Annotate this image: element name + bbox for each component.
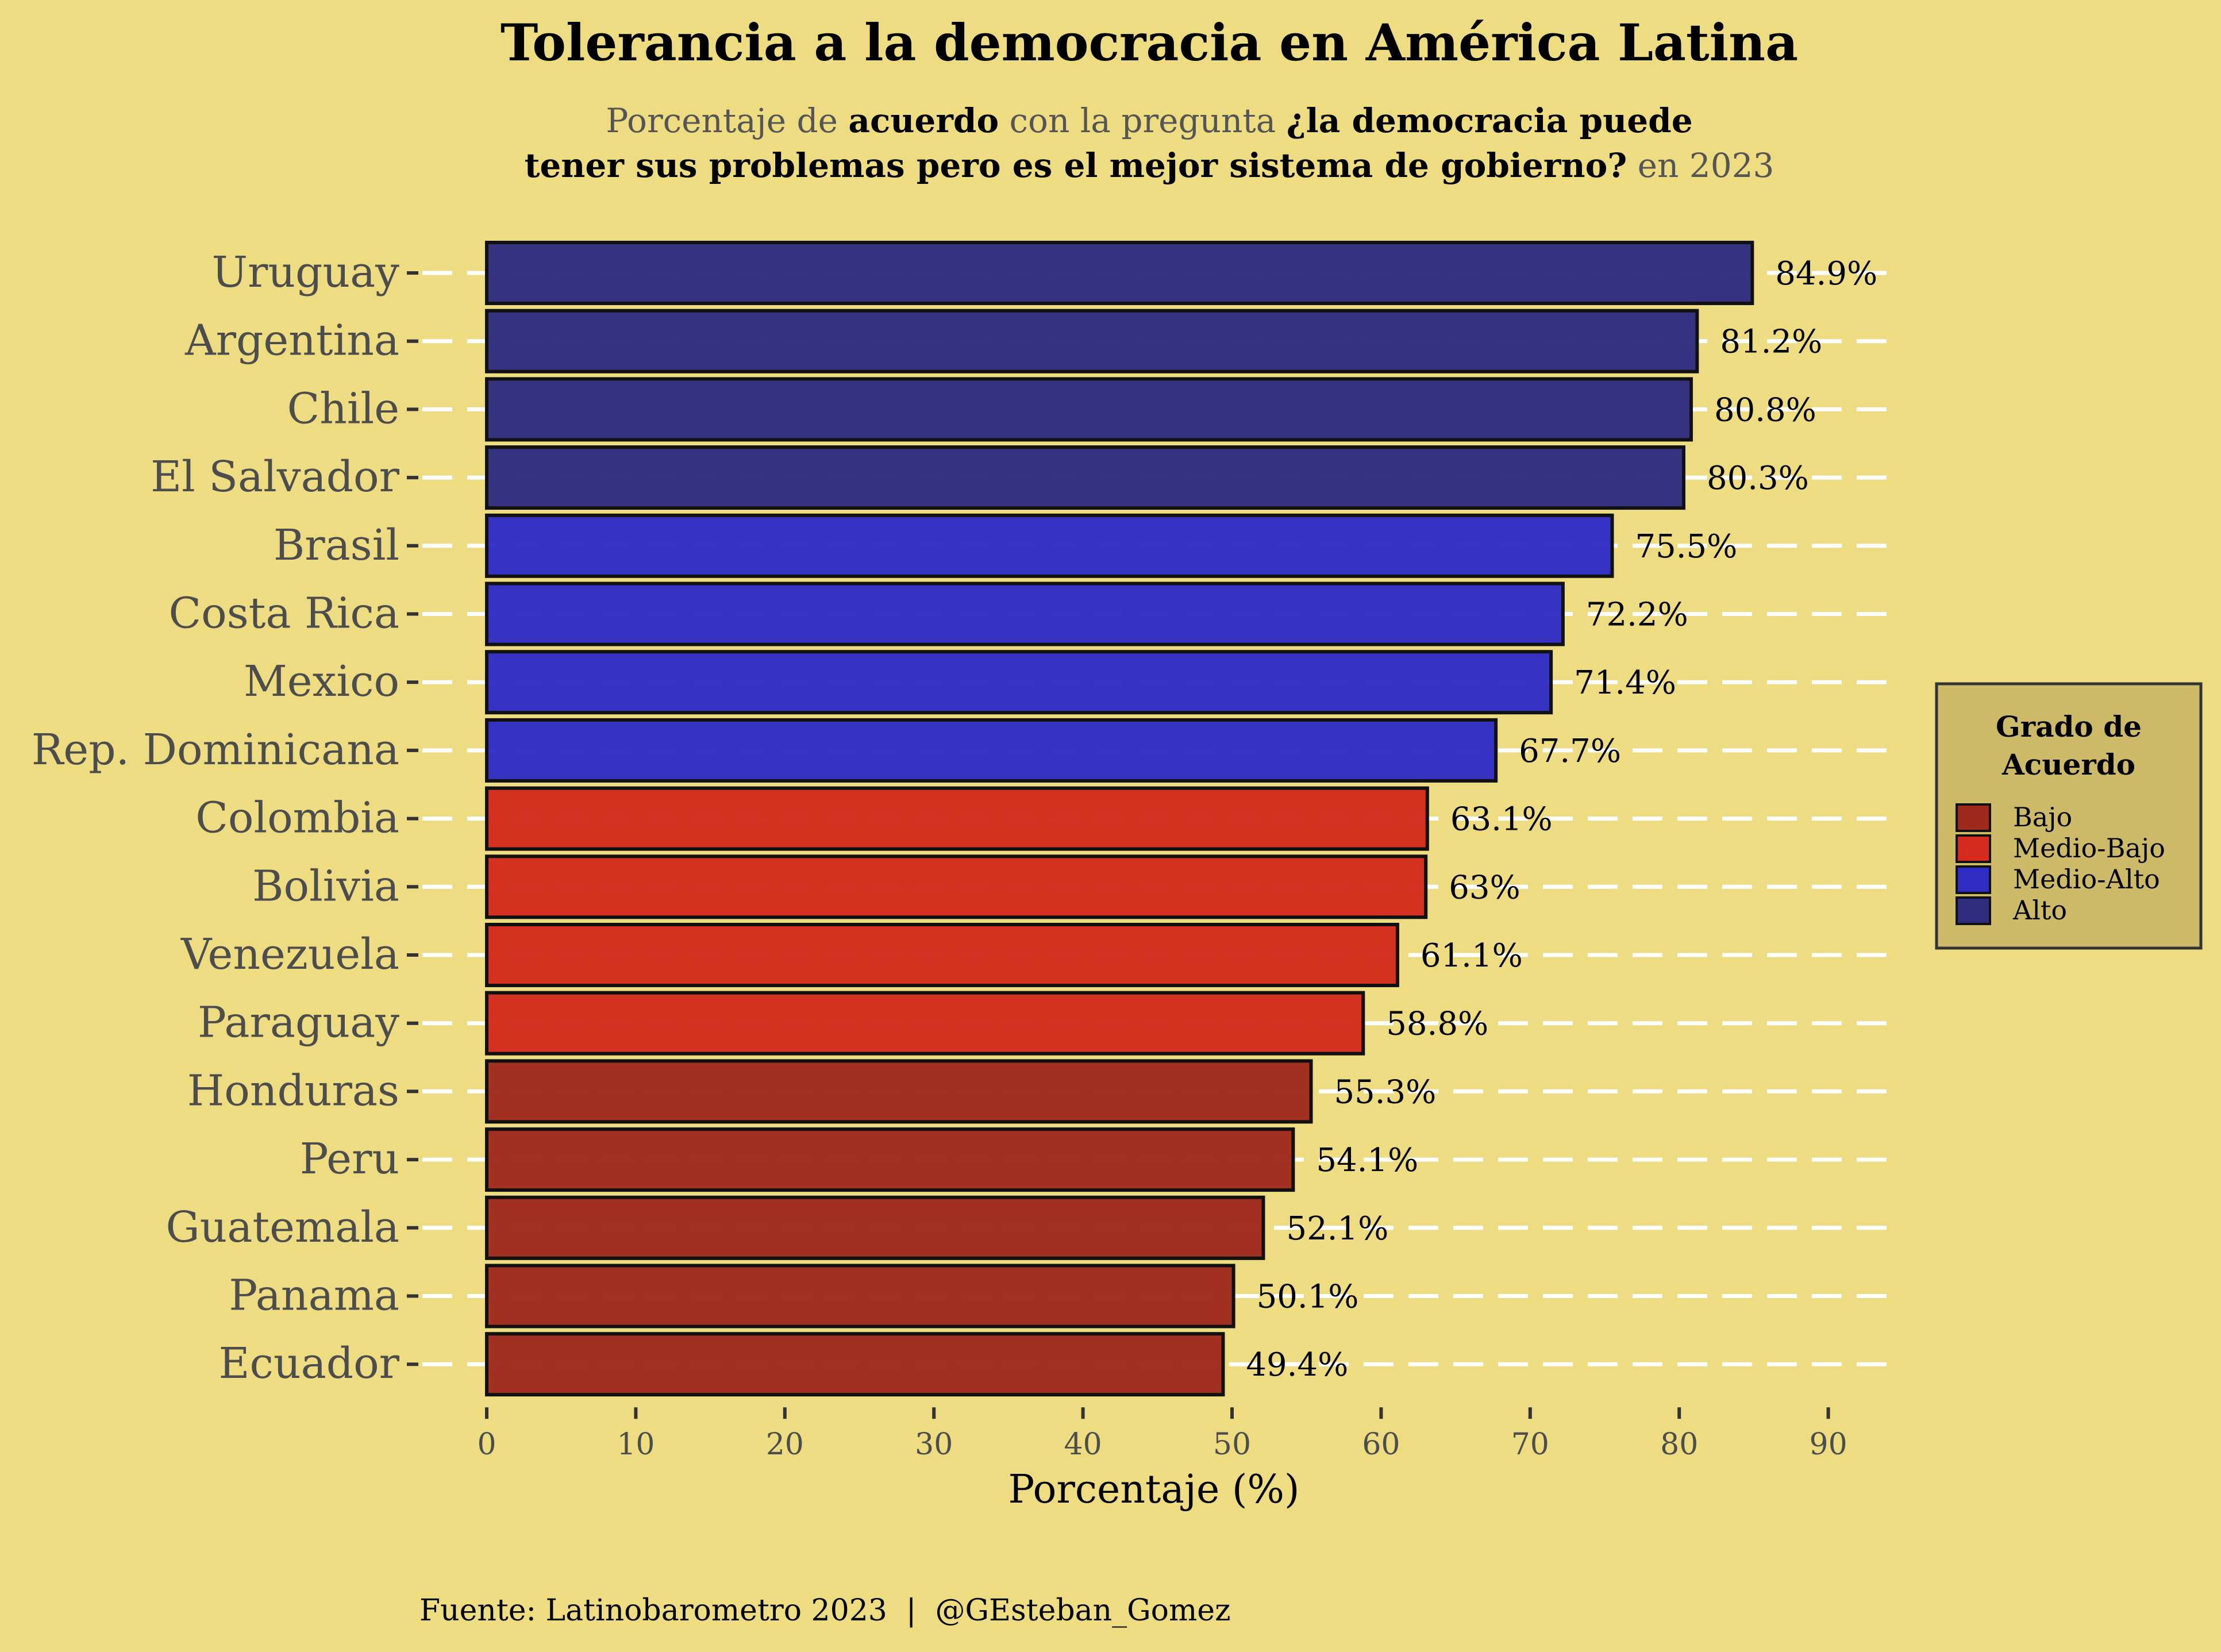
legend: Grado de Acuerdo BajoMedio-BajoMedio-Alt… (1935, 682, 2203, 950)
legend-title-line1: Grado de (1996, 710, 2142, 744)
bar-value-label: 58.8% (1386, 1006, 1488, 1043)
subtitle-segment: en 2023 (1627, 146, 1774, 185)
bar-value-label: 55.3% (1334, 1073, 1436, 1111)
legend-item-label: Bajo (2013, 802, 2072, 833)
bar-value-label: 81.2% (1720, 324, 1822, 361)
bar-value-label: 80.8% (1714, 391, 1816, 429)
x-axis-label: Porcentaje (%) (1008, 1467, 1299, 1512)
bar-ecuador (485, 1332, 1225, 1397)
x-tick-label: 90 (1810, 1427, 1847, 1462)
legend-swatch (1956, 834, 1991, 863)
bar-value-label: 54.1% (1316, 1142, 1418, 1179)
bar-value-label: 80.3% (1707, 460, 1809, 497)
y-tick-label: Chile (287, 384, 399, 433)
bar-chile (485, 377, 1693, 442)
bar-value-label: 75.5% (1635, 528, 1737, 565)
y-tick-label: Paraguay (198, 998, 399, 1048)
y-tick-label: Peru (300, 1134, 399, 1184)
y-tick-label: Rep. Dominicana (32, 725, 399, 775)
legend-item-label: Medio-Alto (2013, 864, 2160, 895)
bar-value-label: 63.1% (1450, 801, 1553, 838)
y-tick-label: Colombia (195, 794, 399, 843)
x-tick-label: 30 (915, 1427, 953, 1462)
bar-value-label: 84.9% (1775, 255, 1877, 292)
y-tick-label: Guatemala (166, 1203, 400, 1252)
x-axis: 0 10 20 30 40 50 60 70 80 90 (477, 1407, 1847, 1462)
legend-swatch (1956, 865, 1991, 894)
bar-el-salvador (485, 445, 1685, 510)
bar-value-label: 50.1% (1257, 1279, 1359, 1316)
x-tick-label: 60 (1362, 1427, 1400, 1462)
bar-venezuela (485, 923, 1399, 987)
bar-value-label: 49.4% (1246, 1346, 1348, 1384)
subtitle-segment: Porcentaje de (606, 101, 848, 140)
subtitle-segment: tener sus problemas pero es el mejor sis… (525, 146, 1627, 185)
legend-swatch (1956, 896, 1991, 925)
bar-mexico (485, 650, 1553, 715)
y-tick-label: Brasil (274, 521, 399, 570)
bar-value-label: 61.1% (1421, 937, 1523, 975)
chart-title: Tolerancia a la democracia en América La… (501, 13, 1798, 72)
x-tick-label: 20 (766, 1427, 804, 1462)
bar-argentina (485, 309, 1699, 373)
y-tick-label: Bolivia (252, 861, 399, 911)
bars (485, 241, 1754, 1397)
bar-paraguay (485, 991, 1365, 1056)
bar-brasil (485, 513, 1614, 578)
x-tick-label: 10 (617, 1427, 655, 1462)
legend-title-line2: Acuerdo (2001, 748, 2135, 781)
y-axis: Uruguay Argentina Chile El Salvador Brasil Co… (32, 248, 418, 1388)
bar-rep-dominicana (485, 718, 1498, 783)
legend-item-label: Alto (2012, 895, 2067, 926)
bar-colombia (485, 786, 1429, 851)
chart-subtitle-line1: Porcentaje de acuerdo con la pregunta ¿l… (606, 101, 1692, 140)
x-tick-label: 0 (477, 1427, 496, 1462)
bar-costa-rica (485, 582, 1565, 646)
legend-item-label: Medio-Bajo (2013, 833, 2165, 864)
x-tick-label: 40 (1064, 1427, 1102, 1462)
bar-panama (485, 1264, 1235, 1328)
bar-value-label: 63% (1449, 869, 1520, 906)
x-tick-label: 70 (1511, 1427, 1549, 1462)
bar-guatemala (485, 1195, 1265, 1260)
y-tick-label: Uruguay (212, 248, 400, 297)
subtitle-segment: con la pregunta (999, 101, 1287, 140)
bar-uruguay (485, 241, 1754, 305)
bar-honduras (485, 1059, 1313, 1124)
data-labels: 84.9% 81.2% 80.8% 80.3% 75.5% 72.2% 71.4% 67.7%… (1246, 255, 1877, 1384)
x-tick-label: 80 (1660, 1427, 1698, 1462)
y-tick-label: Costa Rica (169, 589, 399, 638)
y-tick-label: El Salvador (151, 452, 400, 502)
subtitle-segment: acuerdo (848, 101, 999, 140)
subtitle-segment: ¿la democracia puede (1287, 101, 1693, 140)
y-tick-label: Mexico (244, 657, 399, 706)
x-tick-label: 50 (1213, 1427, 1251, 1462)
y-tick-label: Panama (229, 1271, 399, 1320)
bar-value-label: 71.4% (1574, 664, 1676, 702)
bar-peru (485, 1127, 1295, 1192)
chart-caption: Fuente: Latinobarometro 2023 | @GEsteban… (419, 1593, 1230, 1628)
bar-value-label: 72.2% (1586, 596, 1688, 634)
bar-value-label: 52.1% (1286, 1210, 1388, 1247)
legend-swatch (1956, 803, 1991, 832)
y-tick-label: Honduras (187, 1066, 399, 1115)
y-tick-label: Ecuador (218, 1339, 399, 1388)
chart-subtitle-line2: tener sus problemas pero es el mejor sis… (525, 146, 1775, 185)
y-tick-label: Argentina (184, 316, 399, 365)
y-tick-label: Venezuela (180, 930, 399, 979)
bar-bolivia (485, 854, 1428, 919)
bar-value-label: 67.7% (1519, 733, 1621, 770)
